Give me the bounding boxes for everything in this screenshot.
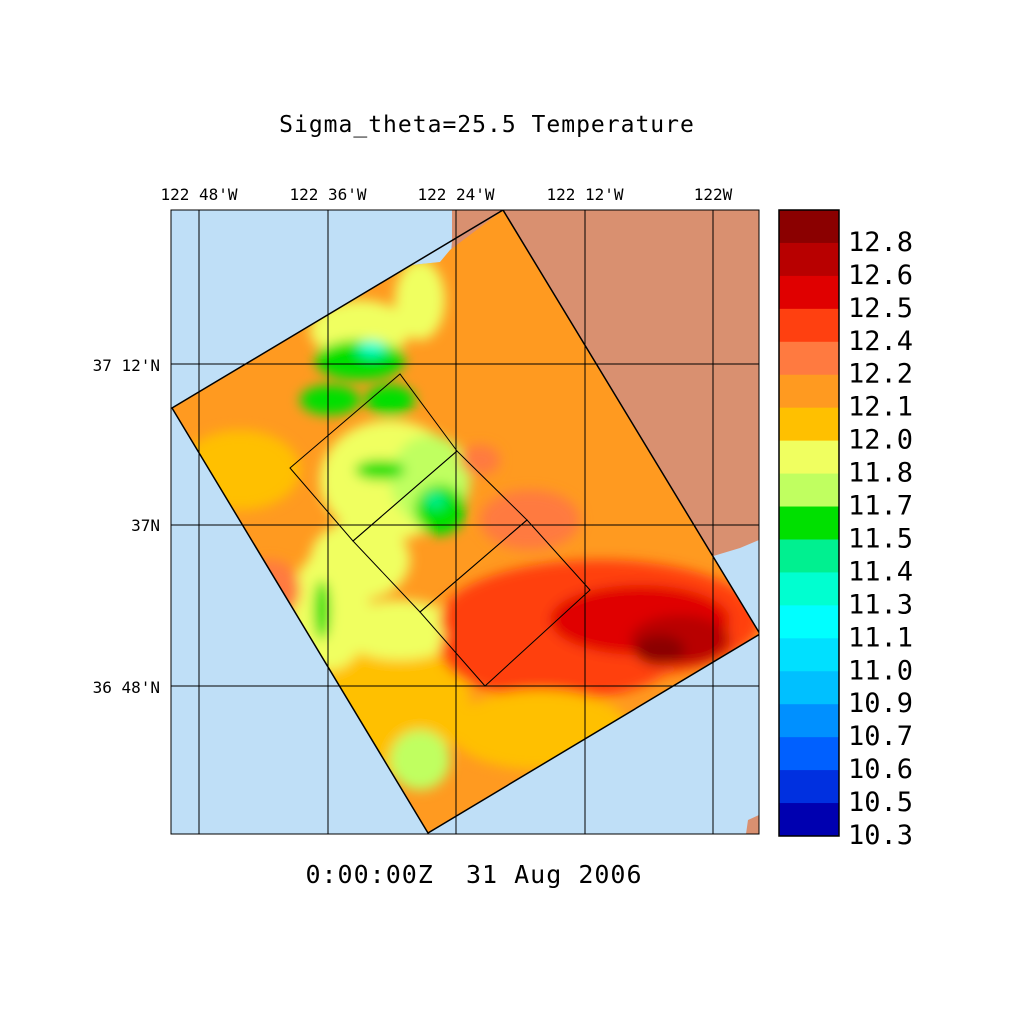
colorbar-label: 12.1 bbox=[848, 392, 913, 423]
colorbar-label: 10.3 bbox=[848, 820, 913, 851]
colorbar-swatch bbox=[779, 440, 839, 475]
timestamp: 0:00:00Z 31 Aug 2006 bbox=[305, 860, 642, 889]
colorbar-swatch bbox=[779, 308, 839, 343]
colorbar-swatch bbox=[779, 341, 839, 376]
colorbar-label: 10.9 bbox=[848, 688, 913, 719]
colorbar-label: 12.5 bbox=[848, 293, 913, 324]
colorbar-label: 11.1 bbox=[848, 622, 913, 653]
colorbar-swatch bbox=[779, 803, 839, 837]
colorbar-swatch bbox=[779, 704, 839, 738]
colorbar-swatch bbox=[779, 638, 839, 672]
colorbar-swatch bbox=[779, 275, 839, 310]
colorbar-label: 12.4 bbox=[848, 326, 913, 357]
lat-label: 36 48'N bbox=[93, 678, 160, 697]
colorbar-labels: 12.812.612.512.412.212.112.011.811.711.5… bbox=[848, 227, 913, 851]
lon-label: 122W bbox=[694, 185, 733, 204]
longitude-labels: 122 48'W 122 36'W 122 24'W 122 12'W 122W bbox=[160, 185, 732, 204]
lon-label: 122 36'W bbox=[289, 185, 366, 204]
colorbar-label: 12.6 bbox=[848, 260, 913, 291]
colorbar-swatch bbox=[779, 539, 839, 573]
graticule bbox=[171, 210, 759, 834]
colorbar-label: 11.8 bbox=[848, 458, 913, 489]
lon-label: 122 24'W bbox=[417, 185, 494, 204]
colorbar-swatch bbox=[779, 506, 839, 540]
latitude-labels: 37 12'N 37N 36 48'N bbox=[93, 356, 160, 697]
colorbar-swatch bbox=[779, 210, 839, 244]
colorbar bbox=[778, 209, 840, 837]
colorbar-swatch bbox=[779, 572, 839, 606]
colorbar-swatch bbox=[779, 770, 839, 804]
lat-label: 37N bbox=[131, 516, 160, 535]
colorbar-label: 12.2 bbox=[848, 359, 913, 390]
colorbar-label: 10.6 bbox=[848, 754, 913, 785]
colorbar-swatch bbox=[779, 374, 839, 409]
colorbar-label: 12.0 bbox=[848, 425, 913, 456]
colorbar-label: 11.7 bbox=[848, 491, 913, 522]
model-domain-outline bbox=[171, 210, 759, 834]
colorbar-swatch bbox=[779, 605, 839, 639]
lat-label: 37 12'N bbox=[93, 356, 160, 375]
map-title: Sigma_theta=25.5 Temperature bbox=[279, 112, 695, 138]
nested-grid-boxes bbox=[289, 373, 591, 687]
colorbar-swatch bbox=[779, 407, 839, 442]
colorbar-label: 11.3 bbox=[848, 589, 913, 620]
colorbar-swatch bbox=[779, 671, 839, 705]
land-islet bbox=[746, 815, 759, 834]
colorbar-label: 10.5 bbox=[848, 787, 913, 818]
colorbar-swatch bbox=[779, 473, 839, 508]
lon-label: 122 12'W bbox=[546, 185, 623, 204]
colorbar-label: 10.7 bbox=[848, 721, 913, 752]
colorbar-label: 11.5 bbox=[848, 523, 913, 554]
colorbar-label: 11.0 bbox=[848, 655, 913, 686]
colorbar-label: 12.8 bbox=[848, 227, 913, 258]
lon-label: 122 48'W bbox=[160, 185, 237, 204]
colorbar-label: 11.4 bbox=[848, 556, 913, 587]
colorbar-swatch bbox=[779, 242, 839, 277]
plot-frame bbox=[170, 209, 760, 835]
colorbar-frame bbox=[778, 209, 840, 837]
colorbar-swatch bbox=[779, 737, 839, 771]
